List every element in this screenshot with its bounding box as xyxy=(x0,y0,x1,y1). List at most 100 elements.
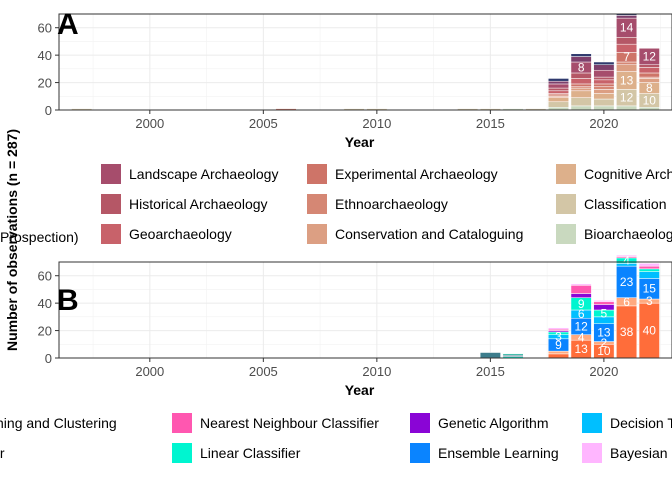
bar-segment xyxy=(570,283,592,286)
bar-segment xyxy=(593,76,615,81)
bar-value-label: 9 xyxy=(578,297,585,311)
bar-segment xyxy=(570,97,592,107)
bar-segment xyxy=(616,105,638,111)
bar-segment xyxy=(616,64,638,72)
legend-entry-partial: Prospection) xyxy=(0,229,79,245)
legend-entry: Cognitive Archaeology xyxy=(584,166,672,182)
bar-segment xyxy=(593,98,615,107)
bar-segment xyxy=(638,67,660,74)
bar-segment xyxy=(593,64,615,71)
legend-entry: ssifier xyxy=(0,445,5,461)
bar-value-label: 4 xyxy=(623,254,630,268)
bar-segment xyxy=(638,265,660,270)
bar-segment xyxy=(570,83,592,87)
bar-value-label: 5 xyxy=(601,306,608,320)
bar-value-label: 23 xyxy=(620,275,634,289)
bar-value-label: 3 xyxy=(646,294,653,308)
y-tick-label: 0 xyxy=(45,351,52,366)
x-tick-label: 2010 xyxy=(362,364,391,379)
bar-segment xyxy=(638,263,660,267)
bar-segment xyxy=(638,268,660,272)
bar-segment xyxy=(548,97,569,103)
bar-segment xyxy=(548,327,569,330)
bar-segment xyxy=(638,64,660,68)
bar-segment xyxy=(593,300,615,303)
legend-swatch xyxy=(307,224,327,244)
bar-segment xyxy=(593,83,615,87)
bar-segment xyxy=(638,271,660,279)
bar-segment xyxy=(616,254,638,257)
bar-value-label: 4 xyxy=(578,330,585,344)
bar-value-label: 10 xyxy=(597,344,611,358)
bar-value-label: 3 xyxy=(555,330,562,344)
legend-entry: Decision Tree xyxy=(610,415,672,431)
bar-segment xyxy=(479,352,501,359)
y-tick-label: 20 xyxy=(38,324,52,339)
bar-value-label: 13 xyxy=(575,342,589,356)
legend-swatch xyxy=(556,224,576,244)
bar-value-label: 7 xyxy=(623,50,630,64)
y-tick-label: 60 xyxy=(38,21,52,36)
plot-area xyxy=(59,14,672,110)
legend-entry: Nearest Neighbour Classifier xyxy=(200,415,379,431)
bar-value-label: 13 xyxy=(620,74,634,88)
legend-swatch xyxy=(101,164,121,184)
legend-entry: Ensemble Learning xyxy=(438,445,559,461)
bar-segment xyxy=(570,105,592,111)
bar-segment xyxy=(548,101,569,108)
legend-entry: Geoarchaeology xyxy=(129,226,232,242)
bar-segment xyxy=(570,78,592,85)
bar-value-label: 10 xyxy=(643,93,657,107)
legend-swatch xyxy=(101,194,121,214)
panel-tag: A xyxy=(57,8,79,41)
legend-swatch xyxy=(172,413,192,433)
bar-segment xyxy=(593,69,615,78)
legend-entry: Historical Archaeology xyxy=(129,196,268,212)
bar-value-label: 12 xyxy=(575,319,589,333)
bar-segment xyxy=(616,37,638,45)
bar-segment xyxy=(548,90,569,94)
bar-value-label: 12 xyxy=(620,91,634,105)
bar-segment xyxy=(638,48,660,65)
bar-value-label: 14 xyxy=(620,21,634,35)
bar-segment xyxy=(593,89,615,94)
legend-swatch xyxy=(307,164,327,184)
y-tick-label: 20 xyxy=(38,76,52,91)
bar-segment xyxy=(593,86,615,90)
bar-segment xyxy=(570,285,592,294)
legend-swatch xyxy=(556,194,576,214)
x-tick-label: 2000 xyxy=(135,364,164,379)
bar-value-label: 40 xyxy=(643,324,657,338)
legend-entry: Learning and Clustering xyxy=(0,415,117,431)
bar-value-label: 6 xyxy=(623,295,630,309)
bar-segment xyxy=(593,93,615,100)
x-tick-label: 2020 xyxy=(589,364,618,379)
x-axis-title: Year xyxy=(345,134,375,150)
x-tick-label: 2015 xyxy=(476,116,505,131)
panel-tag: B xyxy=(57,284,79,317)
legend-swatch xyxy=(172,443,192,463)
panel-border xyxy=(58,261,672,359)
legend-swatch xyxy=(582,443,602,463)
bar-segment xyxy=(570,53,592,57)
bar-value-label: 8 xyxy=(578,60,585,74)
bar-segment xyxy=(548,78,569,82)
bar-segment xyxy=(548,80,569,85)
bar-segment xyxy=(570,87,592,92)
bar-segment xyxy=(548,83,569,89)
bar-value-label: 13 xyxy=(597,326,611,340)
bar-segment xyxy=(593,301,615,305)
bar-segment xyxy=(593,79,615,85)
legend-entry: Landscape Archaeology xyxy=(129,166,278,182)
shared-y-axis-title: Number of observations (n = 287) xyxy=(4,129,20,351)
legend-swatch xyxy=(307,194,327,214)
legend-swatch xyxy=(410,413,430,433)
x-tick-label: 2010 xyxy=(362,116,391,131)
y-tick-label: 40 xyxy=(38,48,52,63)
bar-value-label: 15 xyxy=(643,282,657,296)
bar-value-label: 9 xyxy=(555,338,562,352)
legend-swatch xyxy=(410,443,430,463)
bar-segment xyxy=(548,87,569,92)
